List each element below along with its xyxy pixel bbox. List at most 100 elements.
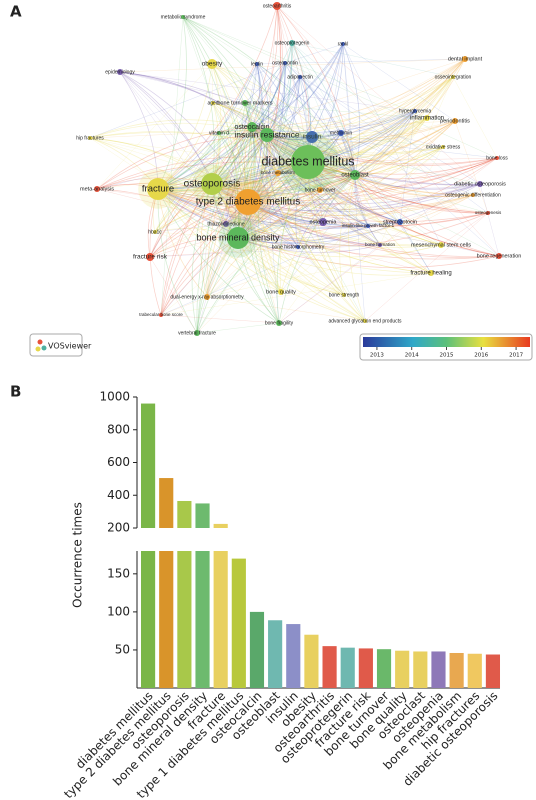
edge: [251, 126, 345, 296]
node-label: osteogenic differentiation: [445, 192, 501, 198]
edge: [211, 63, 258, 185]
node: [204, 294, 210, 300]
edge: [299, 76, 481, 185]
edge: [322, 221, 500, 257]
edge: [251, 76, 301, 128]
edge: [154, 174, 356, 233]
edge: [342, 43, 356, 176]
edge: [157, 188, 432, 274]
edge: [191, 183, 213, 334]
edge: [251, 126, 442, 246]
edge: [278, 157, 498, 324]
node-label: meta-analysis: [80, 186, 114, 192]
edge: [266, 132, 342, 140]
bar: [268, 620, 283, 688]
node: [283, 61, 287, 65]
edge: [196, 161, 309, 334]
edge: [160, 183, 213, 316]
edge: [160, 16, 184, 316]
y-tick-label: 50: [115, 642, 130, 656]
node: [201, 173, 223, 195]
edge: [340, 110, 416, 134]
node-label: bone regeneration: [477, 253, 522, 259]
edge: [247, 76, 301, 203]
edge: [251, 126, 299, 248]
edge: [276, 5, 301, 78]
edge: [157, 188, 299, 248]
edge: [251, 126, 324, 223]
edge: [307, 161, 481, 189]
node: [217, 131, 221, 135]
edge: [247, 201, 345, 296]
edge: [237, 237, 500, 268]
edge: [454, 120, 489, 214]
edge: [157, 188, 321, 191]
node: [413, 109, 417, 113]
edge: [244, 102, 356, 176]
edge: [211, 58, 466, 185]
edge: [154, 231, 345, 296]
node: [276, 320, 282, 326]
node: [496, 253, 502, 259]
node-label: bone turnover: [305, 187, 336, 193]
edge: [157, 188, 324, 224]
edge: [196, 174, 356, 334]
edge: [157, 188, 282, 293]
edge: [266, 134, 498, 166]
edge: [266, 134, 444, 156]
edge: [211, 76, 454, 185]
edge: [157, 188, 442, 248]
node-label: osteogenesis: [475, 210, 502, 215]
node-label: osteoprotegerin: [275, 40, 310, 46]
edge: [157, 42, 293, 190]
edge: [339, 174, 356, 296]
edge: [211, 132, 342, 185]
node: [441, 145, 445, 149]
edge: [297, 246, 345, 296]
edge: [251, 126, 500, 257]
node: [94, 186, 100, 192]
edge: [354, 174, 474, 197]
edge: [154, 161, 309, 233]
node-label: fracture: [142, 184, 174, 195]
edge: [196, 126, 253, 334]
edge: [251, 76, 454, 128]
edge: [244, 62, 286, 104]
node: [194, 330, 200, 336]
node: [223, 221, 229, 227]
edge: [237, 134, 268, 239]
edge: [225, 157, 498, 225]
edge: [266, 134, 442, 246]
node: [319, 218, 327, 226]
edge: [196, 134, 268, 334]
edge: [354, 174, 442, 246]
edge: [160, 225, 369, 316]
edge: [278, 174, 356, 324]
edge: [211, 183, 366, 322]
edge: [367, 225, 381, 246]
edge: [119, 71, 213, 185]
node: [397, 219, 403, 225]
bar: [449, 652, 464, 688]
node: [317, 187, 323, 193]
node-label: advanced glycation end products: [328, 318, 402, 324]
edge: [237, 237, 432, 276]
edge: [89, 137, 442, 246]
edge: [212, 102, 356, 176]
edge: [251, 126, 432, 274]
panel-label: A: [10, 3, 22, 21]
edge: [237, 42, 293, 239]
node: [462, 56, 468, 62]
edge: [440, 212, 489, 246]
node-label: fracture risk: [133, 254, 168, 261]
edge: [119, 71, 239, 239]
edge: [211, 183, 299, 248]
edge: [119, 71, 444, 148]
edge: [266, 134, 321, 191]
edge: [211, 63, 242, 239]
edge: [157, 188, 489, 228]
edge: [157, 188, 366, 322]
edge: [154, 126, 253, 233]
edge: [211, 63, 249, 203]
edge: [218, 126, 253, 134]
